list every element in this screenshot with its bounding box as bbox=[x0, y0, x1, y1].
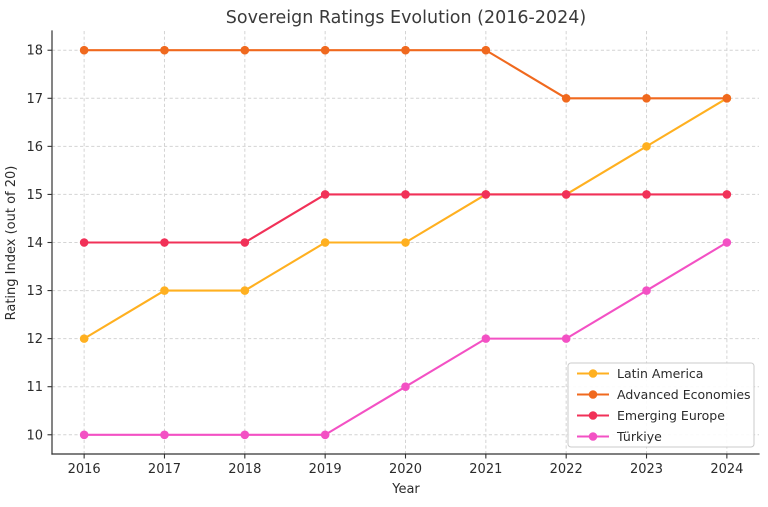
data-point-latin-america bbox=[160, 286, 169, 295]
data-point-latin-america bbox=[401, 238, 410, 247]
series-line-advanced-economies bbox=[84, 49, 727, 100]
data-point-turkiye bbox=[642, 286, 651, 295]
x-axis-label: Year bbox=[391, 482, 420, 497]
data-series bbox=[79, 45, 732, 440]
data-point-advanced-economies bbox=[240, 45, 250, 55]
legend-marker bbox=[588, 369, 598, 378]
axes-spines bbox=[47, 30, 760, 459]
x-tick-label: 2018 bbox=[228, 462, 261, 477]
legend-label-latin-america: Latin America bbox=[617, 366, 703, 381]
data-point-turkiye bbox=[561, 334, 571, 343]
legend-entry-latin-america: Latin America bbox=[577, 366, 703, 381]
data-point-latin-america bbox=[320, 238, 330, 247]
data-point-turkiye bbox=[320, 430, 330, 440]
data-point-advanced-economies bbox=[320, 45, 330, 55]
data-point-turkiye bbox=[481, 334, 491, 343]
data-point-advanced-economies bbox=[79, 45, 89, 55]
x-tick-label: 2021 bbox=[469, 462, 502, 477]
data-point-advanced-economies bbox=[722, 93, 732, 103]
legend-label-turkiye: Türkiye bbox=[616, 429, 662, 444]
legend-entry-emerging-europe: Emerging Europe bbox=[577, 408, 725, 423]
x-tick-label: 2017 bbox=[148, 462, 181, 477]
legend-entry-turkiye: Türkiye bbox=[577, 429, 662, 444]
x-tick-label: 2019 bbox=[309, 462, 342, 477]
x-tick-label: 2020 bbox=[389, 462, 422, 477]
legend-marker bbox=[588, 390, 598, 399]
data-point-emerging-europe bbox=[561, 190, 571, 199]
data-point-turkiye bbox=[240, 430, 250, 440]
data-point-advanced-economies bbox=[160, 45, 169, 55]
data-point-emerging-europe bbox=[240, 238, 250, 247]
data-point-emerging-europe bbox=[320, 190, 330, 199]
legend-box bbox=[567, 362, 755, 448]
data-point-emerging-europe bbox=[401, 190, 410, 199]
data-point-emerging-europe bbox=[79, 238, 89, 247]
y-tick-label: 18 bbox=[26, 44, 43, 59]
legend-label-emerging-europe: Emerging Europe bbox=[617, 408, 725, 423]
series-advanced-economies bbox=[79, 45, 732, 103]
data-point-emerging-europe bbox=[160, 238, 169, 247]
series-emerging-europe bbox=[79, 190, 732, 247]
y-tick-label: 14 bbox=[26, 236, 43, 251]
data-point-latin-america bbox=[642, 142, 651, 151]
data-point-latin-america bbox=[240, 286, 250, 295]
data-point-turkiye bbox=[401, 382, 410, 392]
x-tick-label: 2022 bbox=[550, 462, 583, 477]
y-tick-label: 13 bbox=[26, 284, 43, 299]
legend-marker bbox=[588, 432, 598, 441]
y-axis-label: Rating Index (out of 20) bbox=[4, 166, 19, 321]
y-tick-label: 16 bbox=[26, 140, 43, 155]
x-tick-label: 2024 bbox=[710, 462, 743, 477]
y-tick-label: 11 bbox=[26, 380, 43, 395]
legend-label-advanced-economies: Advanced Economies bbox=[617, 387, 751, 402]
data-point-turkiye bbox=[79, 430, 89, 440]
y-tick-label: 12 bbox=[26, 332, 43, 347]
data-point-advanced-economies bbox=[561, 93, 571, 103]
x-tick-label: 2023 bbox=[630, 462, 663, 477]
tick-labels: 2016 2017 2018 2019 2020 2021 2022 2023 2024 10 11… bbox=[26, 44, 743, 477]
data-point-advanced-economies bbox=[481, 45, 491, 55]
data-point-emerging-europe bbox=[642, 190, 651, 199]
data-point-emerging-europe bbox=[722, 190, 732, 199]
legend: Latin America Advanced Economies Emerging … bbox=[567, 362, 755, 448]
chart-title: Sovereign Ratings Evolution (2016-2024) bbox=[226, 8, 586, 28]
data-point-emerging-europe bbox=[481, 190, 491, 199]
data-point-latin-america bbox=[79, 334, 89, 343]
data-point-advanced-economies bbox=[642, 93, 651, 103]
data-point-advanced-economies bbox=[401, 45, 410, 55]
data-point-turkiye bbox=[160, 430, 169, 440]
y-tick-label: 15 bbox=[26, 188, 43, 203]
data-point-turkiye bbox=[722, 238, 732, 247]
x-tick-label: 2016 bbox=[68, 462, 101, 477]
legend-marker bbox=[588, 411, 598, 420]
legend-entry-advanced-economies: Advanced Economies bbox=[577, 387, 751, 402]
y-tick-label: 10 bbox=[26, 428, 43, 443]
y-tick-label: 17 bbox=[26, 92, 43, 107]
series-turkiye bbox=[79, 238, 732, 440]
